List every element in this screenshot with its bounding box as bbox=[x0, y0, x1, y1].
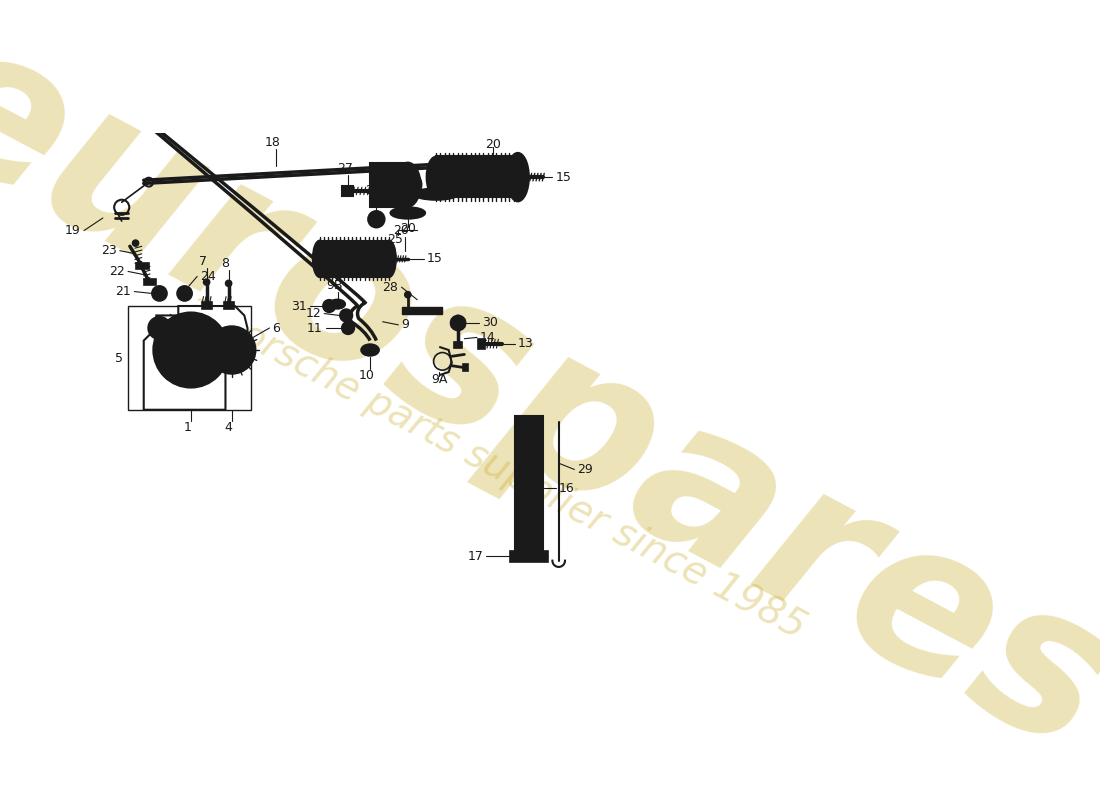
Ellipse shape bbox=[390, 207, 425, 218]
Text: 20: 20 bbox=[394, 224, 409, 237]
Text: 8: 8 bbox=[221, 257, 230, 270]
Circle shape bbox=[405, 291, 411, 298]
Bar bbox=[224, 302, 233, 309]
Circle shape bbox=[132, 240, 139, 246]
Text: 18: 18 bbox=[265, 136, 280, 149]
Text: 7: 7 bbox=[199, 255, 208, 268]
Circle shape bbox=[182, 290, 188, 297]
Text: 6: 6 bbox=[273, 322, 280, 334]
Text: a porsche parts supplier since 1985: a porsche parts supplier since 1985 bbox=[179, 286, 812, 646]
Ellipse shape bbox=[507, 153, 529, 202]
Bar bbox=[370, 162, 408, 206]
Text: 29: 29 bbox=[578, 463, 593, 476]
Text: 5: 5 bbox=[116, 352, 123, 365]
Text: 13: 13 bbox=[518, 338, 534, 350]
Text: 22: 22 bbox=[109, 265, 125, 278]
Circle shape bbox=[226, 280, 232, 286]
Text: 12: 12 bbox=[306, 307, 321, 320]
Circle shape bbox=[152, 286, 167, 301]
Ellipse shape bbox=[414, 189, 458, 200]
Circle shape bbox=[343, 313, 349, 318]
Bar bbox=[136, 262, 149, 269]
Text: 17: 17 bbox=[468, 550, 483, 562]
Bar bbox=[436, 156, 518, 198]
Text: 30: 30 bbox=[482, 317, 498, 330]
Text: 1: 1 bbox=[184, 421, 191, 434]
Circle shape bbox=[155, 324, 164, 333]
Text: 9A: 9A bbox=[431, 373, 448, 386]
Ellipse shape bbox=[382, 241, 396, 277]
Text: 26: 26 bbox=[471, 187, 486, 201]
Ellipse shape bbox=[361, 344, 378, 356]
Text: 9: 9 bbox=[402, 318, 409, 331]
Text: 10: 10 bbox=[359, 369, 375, 382]
Text: 21: 21 bbox=[116, 285, 131, 298]
Circle shape bbox=[366, 346, 374, 354]
Text: 4: 4 bbox=[224, 421, 232, 434]
Circle shape bbox=[153, 312, 229, 388]
Ellipse shape bbox=[312, 241, 327, 277]
Circle shape bbox=[342, 322, 354, 334]
Bar bbox=[515, 416, 543, 561]
Circle shape bbox=[327, 303, 332, 309]
Text: 25: 25 bbox=[387, 233, 404, 246]
Bar bbox=[144, 279, 156, 286]
Bar bbox=[201, 302, 211, 309]
Text: 24: 24 bbox=[200, 270, 216, 283]
Text: 15: 15 bbox=[427, 252, 442, 266]
Circle shape bbox=[323, 300, 336, 312]
Text: 31: 31 bbox=[292, 299, 307, 313]
Text: 15: 15 bbox=[556, 170, 571, 184]
Text: 14: 14 bbox=[480, 331, 496, 344]
Bar bbox=[510, 550, 548, 562]
Circle shape bbox=[208, 326, 255, 374]
Bar bbox=[342, 186, 353, 196]
Text: 20: 20 bbox=[485, 138, 501, 151]
Ellipse shape bbox=[395, 162, 420, 206]
Circle shape bbox=[177, 286, 192, 301]
Circle shape bbox=[204, 279, 210, 286]
Ellipse shape bbox=[427, 157, 446, 198]
Text: 27: 27 bbox=[337, 162, 353, 175]
Circle shape bbox=[156, 290, 163, 297]
Text: 24: 24 bbox=[365, 184, 381, 198]
Text: 19: 19 bbox=[65, 224, 81, 237]
Polygon shape bbox=[452, 315, 464, 330]
Text: 20: 20 bbox=[400, 222, 416, 235]
Bar bbox=[478, 338, 484, 349]
Circle shape bbox=[451, 315, 465, 330]
Text: 28: 28 bbox=[383, 281, 398, 294]
Circle shape bbox=[340, 309, 352, 322]
Text: 11: 11 bbox=[307, 322, 323, 334]
Bar bbox=[402, 306, 442, 314]
Circle shape bbox=[368, 211, 385, 227]
Text: 16: 16 bbox=[559, 482, 574, 495]
Bar bbox=[128, 306, 251, 410]
Bar bbox=[320, 241, 389, 277]
Bar bbox=[463, 365, 469, 370]
Circle shape bbox=[188, 347, 194, 353]
Polygon shape bbox=[144, 306, 248, 410]
Circle shape bbox=[148, 317, 170, 339]
Text: 9B: 9B bbox=[327, 278, 343, 291]
Bar bbox=[453, 342, 462, 348]
Text: 23: 23 bbox=[101, 244, 117, 257]
Ellipse shape bbox=[330, 299, 345, 309]
